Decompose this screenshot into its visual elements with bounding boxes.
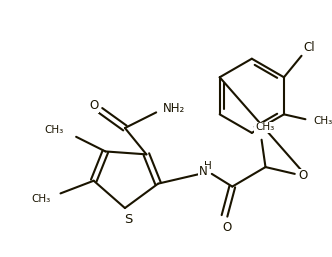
Text: O: O [89,99,98,112]
Text: CH₃: CH₃ [255,122,274,132]
Text: CH₃: CH₃ [32,194,51,204]
Text: CH₃: CH₃ [44,125,63,135]
Text: CH₃: CH₃ [313,116,332,126]
Text: N: N [199,166,208,178]
Text: Cl: Cl [303,41,315,54]
Text: O: O [298,169,307,182]
Text: NH₂: NH₂ [163,102,185,115]
Text: O: O [223,221,232,234]
Text: H: H [204,161,212,171]
Text: S: S [124,213,132,226]
